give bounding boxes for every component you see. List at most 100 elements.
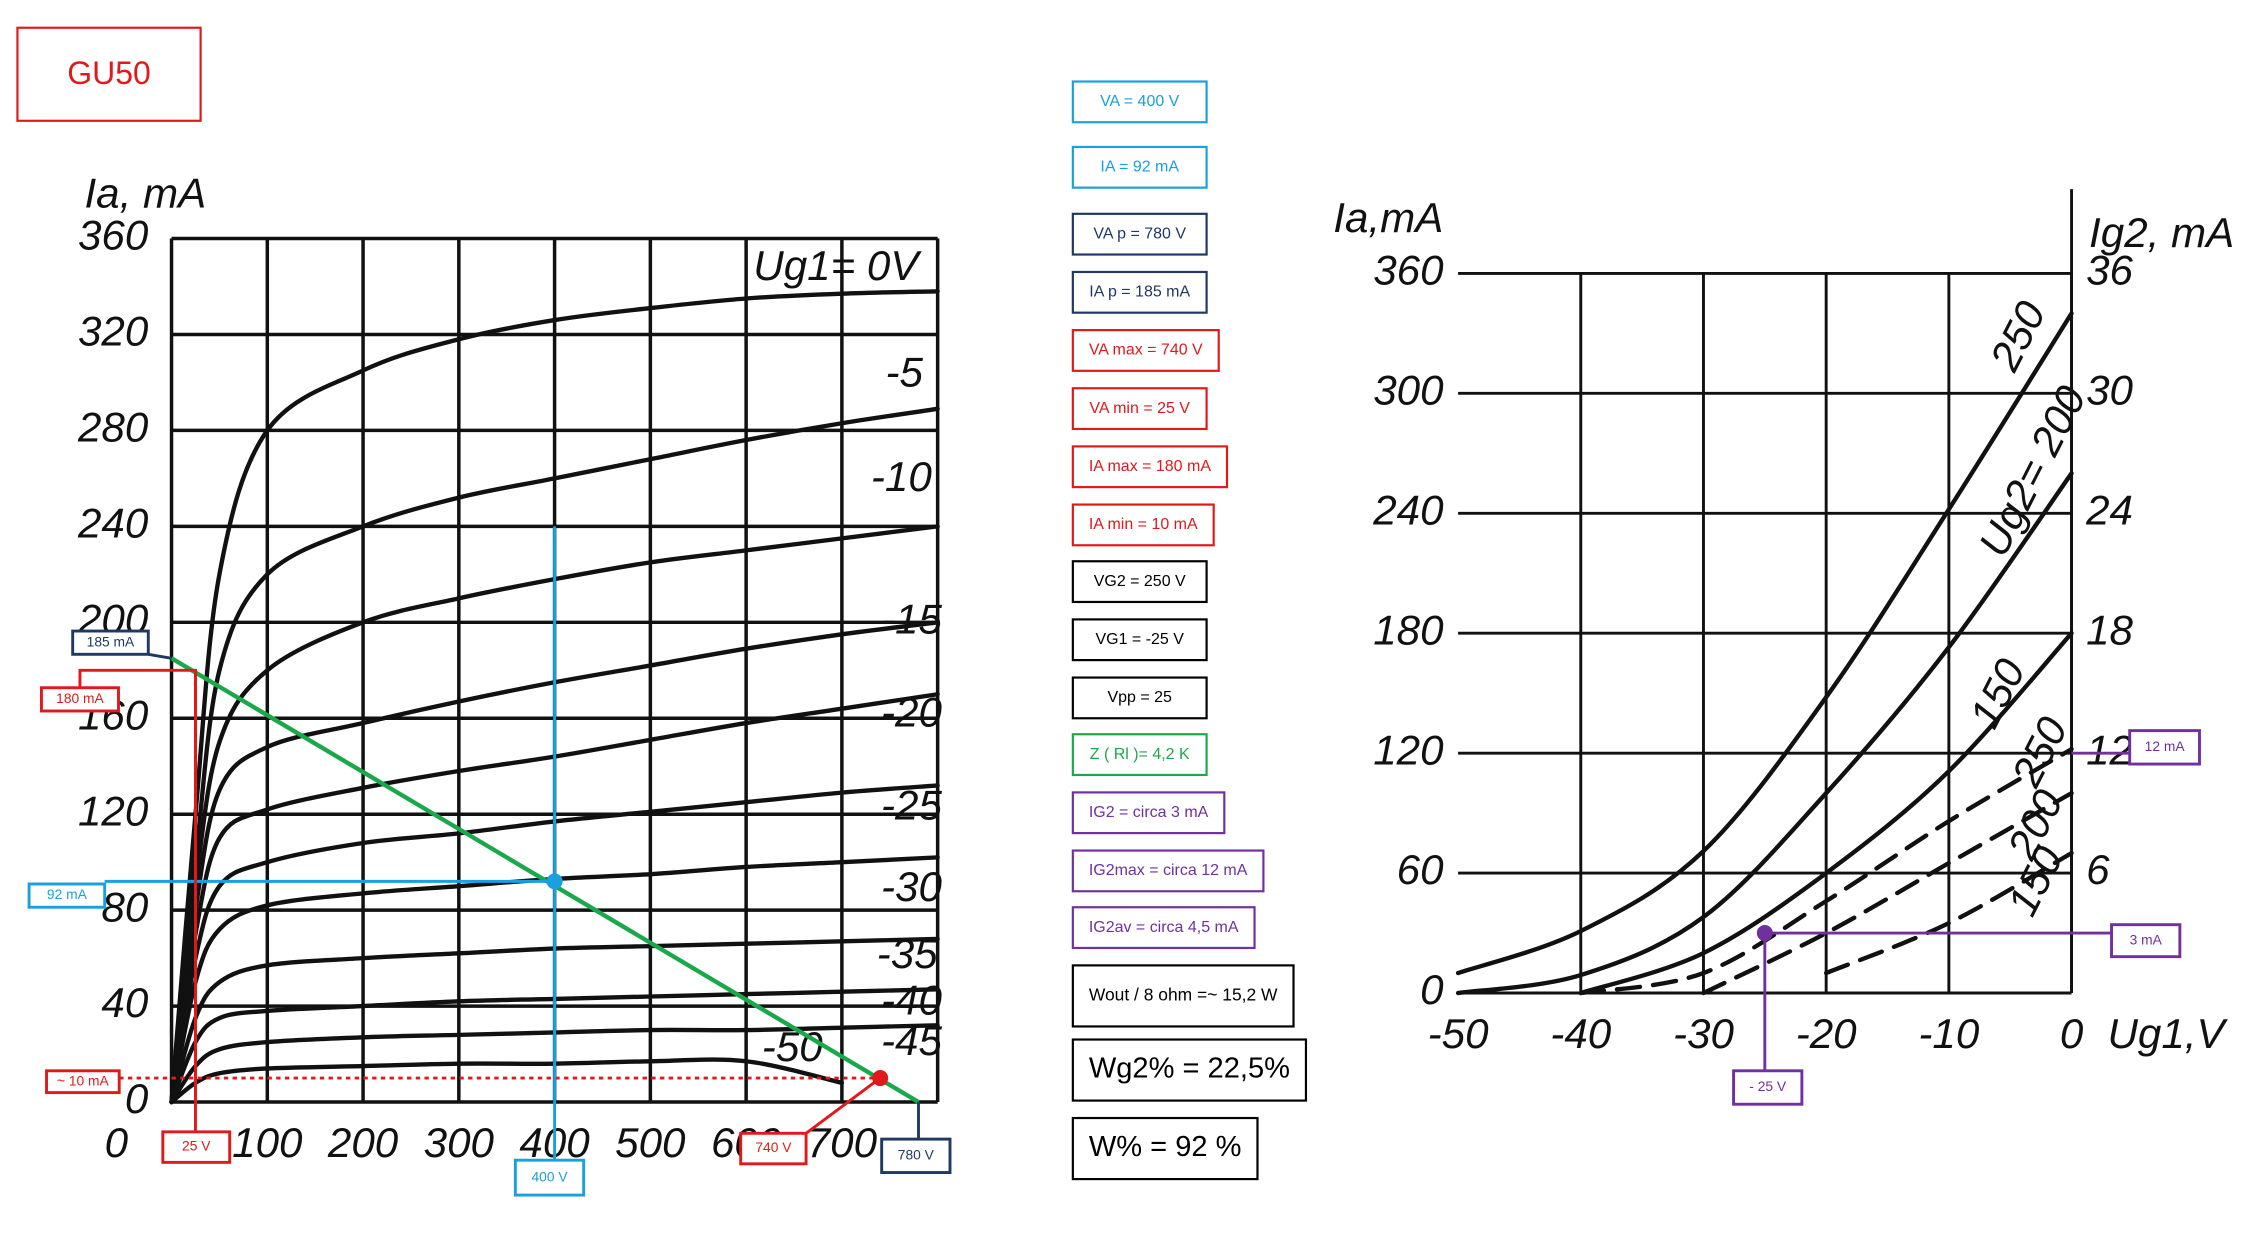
curve-label: -5 (885, 348, 923, 395)
annotation-guide (148, 652, 172, 660)
curve-label: -20 (881, 688, 942, 735)
y2-tick-label: 6 (2086, 846, 2110, 893)
note-box (1071, 906, 1256, 950)
curve (169, 1023, 940, 1105)
curve (1455, 471, 2074, 996)
note-box (1071, 145, 1208, 189)
annotation-box (1732, 1069, 1804, 1106)
note-text: IG2av = circa 4,5 mA (1089, 919, 1239, 936)
y2-tick-label: 30 (2086, 366, 2133, 413)
note-text: IA min = 10 mA (1089, 516, 1198, 533)
x-tick-label: 0 (2060, 1010, 2084, 1057)
curve (1578, 631, 2074, 996)
annotation-box (27, 882, 107, 909)
annotation-box (71, 629, 150, 656)
curve (1701, 790, 2074, 996)
annotation-box (39, 686, 120, 713)
curve-label: -45 (881, 1017, 942, 1064)
x-tick-label: 700 (807, 1119, 878, 1166)
note-box (1071, 964, 1295, 1028)
y-axis-label: Ia, mA (84, 170, 206, 217)
y-tick-label: 120 (1373, 726, 1444, 773)
note-text: VG2 = 250 V (1094, 573, 1186, 590)
curve (169, 855, 940, 1105)
note-box (1071, 618, 1208, 662)
annotation-text: 12 mA (2145, 738, 2186, 754)
curve (169, 524, 940, 1105)
note-text: IA max = 180 mA (1089, 458, 1212, 475)
y2-tick-label: 12 (2086, 726, 2133, 773)
note-text: IG2max = circa 12 mA (1089, 862, 1248, 879)
note-box (1071, 791, 1226, 835)
note-box (1071, 733, 1208, 777)
note-box (1071, 329, 1220, 372)
annotation-text: - 25 V (1749, 1078, 1787, 1094)
note-box (1071, 270, 1208, 314)
note-box (1071, 1116, 1259, 1181)
annotation-box (880, 1137, 952, 1175)
y-tick-label: 280 (77, 404, 149, 451)
x-tick-label: 200 (327, 1119, 399, 1166)
y-tick-label: 360 (78, 212, 149, 259)
annotation-box (161, 1130, 232, 1164)
curve (169, 987, 940, 1105)
x-tick-label: -50 (1428, 1010, 1489, 1057)
note-text: Z ( Rl )= 4,2 K (1090, 746, 1190, 763)
annotation-text: 25 V (182, 1138, 211, 1154)
note-box (1071, 445, 1229, 489)
annotation-box (2128, 729, 2201, 766)
note-text: Wg2% = 22,5% (1089, 1053, 1290, 1085)
note-text: VA = 400 V (1100, 93, 1180, 110)
title-box (16, 26, 202, 122)
note-box (1071, 1038, 1308, 1102)
y2-tick-label: 36 (2086, 247, 2133, 294)
annotation-text: 780 V (898, 1146, 935, 1162)
curve-label: -15 (881, 595, 942, 642)
curve (169, 692, 940, 1105)
annotation-text: 185 mA (87, 633, 135, 649)
y-tick-label: 180 (1373, 606, 1444, 653)
note-box (1071, 560, 1208, 604)
x-tick-label: 0 (105, 1119, 129, 1166)
x-tick-label: -20 (1796, 1010, 1857, 1057)
x-tick-label: 300 (424, 1119, 495, 1166)
y-tick-label: 0 (1420, 966, 1444, 1013)
curve (169, 936, 940, 1105)
annotation-box (45, 1069, 121, 1095)
note-text: VA max = 740 V (1089, 342, 1203, 359)
annotation-text: 3 mA (2130, 931, 2163, 947)
curve (169, 620, 940, 1105)
x-tick-label: 500 (615, 1119, 686, 1166)
note-text: IA p = 185 mA (1089, 284, 1190, 301)
curve (1455, 311, 2074, 976)
curve (1823, 850, 2074, 976)
curve (169, 783, 940, 1105)
marker (1756, 925, 1773, 942)
note-box (1071, 387, 1208, 431)
curve (169, 1057, 845, 1105)
y-tick-label: 120 (78, 787, 149, 834)
annotation-box (739, 1131, 808, 1166)
x-tick-label: 100 (232, 1119, 303, 1166)
y-tick-label: 320 (78, 308, 149, 355)
curve (1578, 746, 2074, 996)
y-tick-label: 40 (101, 979, 148, 1026)
curve-label: -40 (881, 976, 942, 1023)
y-axis-label: Ia,mA (1333, 194, 1443, 241)
y2-axis-label: Ig2, mA (2089, 209, 2234, 256)
annotation-text: 180 mA (56, 690, 104, 706)
y-tick-label: 300 (1373, 366, 1444, 413)
curve-label: -30 (881, 863, 942, 910)
note-box (1071, 212, 1208, 256)
curve-label: -35 (877, 930, 938, 977)
note-box (1071, 80, 1208, 124)
annotation-text: 740 V (755, 1139, 792, 1155)
note-text: Wout / 8 ohm =~ 15,2 W (1089, 985, 1278, 1005)
curve-label: Ug1= 0V (753, 242, 922, 289)
marker (872, 1070, 889, 1087)
annotation-box (2110, 923, 2182, 959)
note-text: VG1 = -25 V (1096, 631, 1185, 648)
curve-label: -50 (762, 1023, 823, 1070)
